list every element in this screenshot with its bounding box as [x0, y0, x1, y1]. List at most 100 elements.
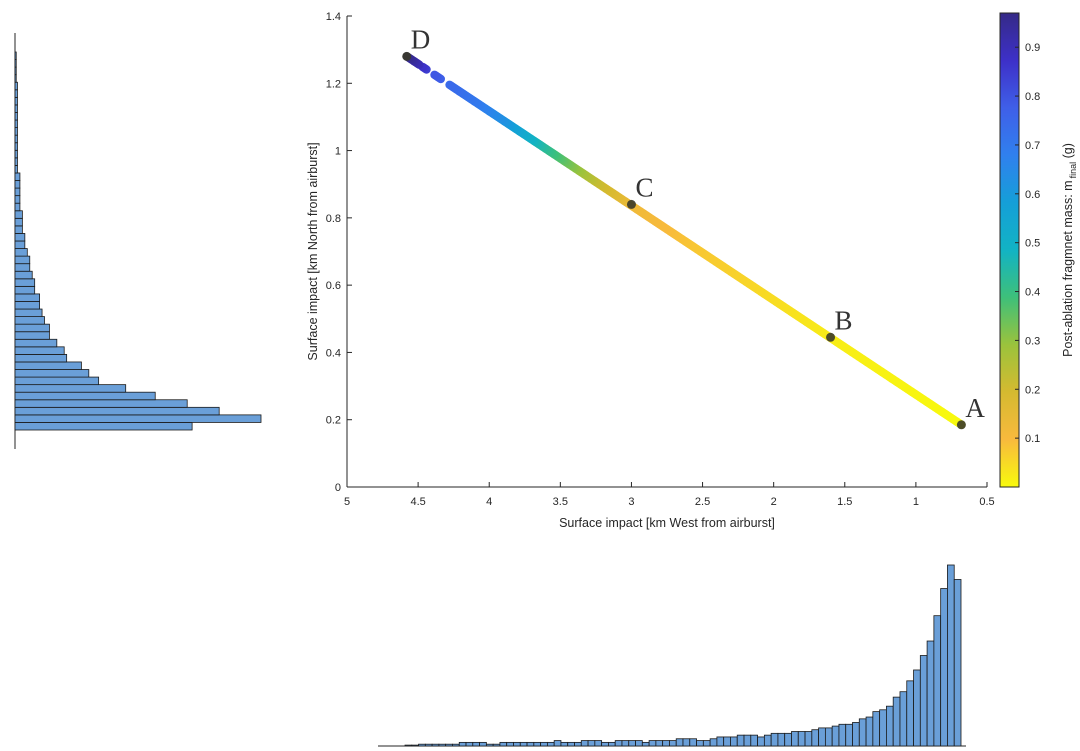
bottom-hist-bar: [736, 734, 745, 747]
bottom-hist-bar: [499, 741, 508, 747]
left-hist-bar: [14, 293, 41, 302]
bottom-hist-bar: [465, 741, 474, 747]
bottom-hist-bar: [716, 736, 725, 747]
left-hist-bar: [14, 142, 18, 151]
bottom-hist-bar: [852, 722, 860, 747]
bottom-hist-bar: [933, 615, 942, 747]
left-hist-bar: [14, 202, 21, 212]
left-hist-bar: [14, 112, 18, 121]
x-tick-label: 3.5: [553, 496, 568, 508]
bottom-hist-bar: [580, 740, 589, 747]
left-hist-bar: [14, 225, 23, 234]
bottom-hist-bar: [845, 723, 853, 747]
marked-point-label: A: [965, 393, 985, 423]
bottom-hist-bar: [438, 743, 447, 747]
bottom-hist-bar: [614, 740, 623, 747]
bottom-hist-bar: [818, 727, 826, 747]
bottom-hist-bar: [601, 741, 609, 747]
bottom-hist-bar: [635, 740, 643, 747]
left-hist-bar: [14, 248, 28, 257]
left-hist-bar: [14, 376, 100, 386]
x-tick-label: 5: [344, 496, 350, 508]
left-hist-bar: [14, 157, 18, 166]
left-hist-bar: [14, 338, 58, 348]
left-hist-bar: [14, 240, 26, 249]
bottom-hist-bar: [926, 640, 935, 747]
marked-point-c: [626, 199, 636, 209]
x-axis-label: Surface impact [km West from airburst]: [559, 516, 775, 530]
bottom-hist-bar: [947, 564, 955, 747]
colorbar-tick-label: 0.5: [1025, 238, 1040, 250]
bottom-hist-bar: [404, 744, 413, 747]
bottom-hist-bar: [492, 743, 501, 747]
bottom-hist-bar: [892, 696, 901, 747]
bottom-hist-bar: [458, 741, 467, 747]
left-hist-bar: [14, 353, 68, 363]
bottom-hist-bar: [411, 744, 419, 747]
colorbar-label: Post-ablation fragmnet mass: mfinal (g): [1061, 143, 1078, 357]
bottom-hist-bar: [919, 655, 928, 747]
bottom-hist-bar: [696, 740, 704, 747]
bottom-hist-bar: [519, 741, 528, 747]
colorbar-tick-label: 0.6: [1025, 189, 1040, 201]
x-tick-label: 4: [486, 496, 492, 508]
bottom-hist-bar: [723, 736, 731, 747]
left-hist-bar: [14, 172, 21, 181]
bottom-hist-bar: [574, 741, 582, 747]
scatter-point: [445, 80, 454, 89]
colorbar-label-main: Post-ablation fragmnet mass: m: [1061, 180, 1075, 356]
left-hist-bar: [14, 422, 193, 431]
marked-point-a: [956, 420, 966, 430]
bottom-hist-bar: [628, 740, 636, 747]
bottom-hist-bar: [452, 743, 460, 747]
bottom-hist-bar: [567, 741, 575, 747]
y-tick-label: 0.2: [326, 415, 341, 427]
left-hist-bar: [14, 391, 156, 401]
x-tick-label: 1: [913, 496, 919, 508]
bottom-hist-bar: [655, 740, 664, 747]
bottom-hist-bar: [953, 579, 962, 747]
left-hist-bar: [14, 81, 18, 91]
y-tick-label: 0.4: [326, 347, 341, 359]
y-tick-label: 1: [335, 146, 341, 158]
bottom-hist-bar: [587, 740, 596, 747]
colorbar-tick-label: 0.8: [1025, 91, 1040, 103]
x-tick-label: 0.5: [979, 496, 994, 508]
bottom-hist-bar: [641, 741, 650, 747]
bottom-hist-bar: [540, 741, 548, 747]
left-hist-bar: [14, 384, 127, 393]
bottom-hist-bar: [485, 743, 494, 747]
bottom-hist-bar: [804, 731, 813, 747]
y-tick-label: 1.2: [326, 78, 341, 90]
left-hist-bar: [14, 66, 17, 76]
colorbar-tick-label: 0.7: [1025, 140, 1040, 152]
colorbar-tick-label: 0.1: [1025, 433, 1040, 445]
left-hist-bar: [14, 285, 36, 295]
bottom-hist-bar: [669, 740, 677, 747]
colorbar: 0.1 0.2 0.3 0.4 0.5 0.6 0.7 0.8 0.9 Post-ablation…: [999, 12, 1078, 488]
left-hist-bar: [14, 406, 220, 416]
x-tick-label: 3: [628, 496, 634, 508]
bottom-hist-bar: [940, 588, 948, 747]
bottom-hist-bar: [824, 727, 833, 747]
bottom-hist-bar: [445, 743, 453, 747]
left-hist-bar: [14, 195, 21, 204]
bottom-hist-bar: [906, 680, 914, 747]
bottom-hist-bar: [472, 741, 480, 747]
bottom-hist-bar: [750, 734, 758, 747]
left-hist-bar: [14, 119, 18, 129]
x-tick-label: 2.5: [695, 496, 710, 508]
bottom-hist-bar: [689, 738, 697, 747]
bottom-hist-bar: [648, 740, 657, 747]
bottom-hist-bar: [431, 743, 440, 747]
colorbar-label-subscript: final: [1068, 162, 1078, 179]
marked-point-label: D: [411, 24, 431, 54]
left-hist-bar: [14, 59, 17, 68]
bottom-hist-bar: [730, 736, 738, 747]
y-tick-label: 0.6: [326, 280, 341, 292]
left-hist-bar: [14, 414, 262, 423]
left-hist-bar: [14, 255, 31, 265]
bottom-hist-bar: [662, 740, 670, 747]
left-hist-bar: [14, 346, 65, 355]
bottom-hist-bar: [811, 729, 820, 747]
